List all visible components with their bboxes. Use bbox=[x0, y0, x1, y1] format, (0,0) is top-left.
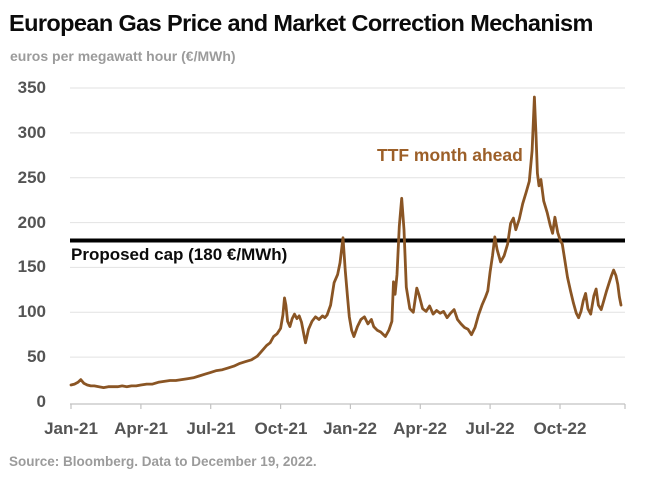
y-axis-label-150: 150 bbox=[17, 257, 46, 276]
x-axis-label-Oct-21: Oct-21 bbox=[254, 419, 308, 438]
x-axis-label-Jul-21: Jul-21 bbox=[186, 419, 236, 438]
y-axis-label-200: 200 bbox=[17, 213, 46, 232]
y-axis-label-300: 300 bbox=[17, 123, 46, 142]
y-axis-label-0: 0 bbox=[36, 392, 46, 411]
ttf-price-line bbox=[69, 95, 623, 390]
chart-subtitle: euros per megawatt hour (€/MWh) bbox=[10, 48, 236, 64]
x-axis-label-Apr-22: Apr-22 bbox=[393, 419, 447, 438]
cap-annotation-label: Proposed cap (180 €/MWh) bbox=[71, 245, 288, 264]
x-axis-label-Jan-22: Jan-22 bbox=[323, 419, 377, 438]
y-axis-label-50: 50 bbox=[27, 347, 46, 366]
y-axis-label-350: 350 bbox=[17, 78, 46, 97]
y-axis-label-100: 100 bbox=[17, 302, 46, 321]
x-axis-label-Jul-22: Jul-22 bbox=[465, 419, 515, 438]
y-axis-label-250: 250 bbox=[17, 168, 46, 187]
series-annotation-label: TTF month ahead bbox=[377, 145, 523, 165]
x-axis-label-Apr-21: Apr-21 bbox=[114, 419, 168, 438]
x-axis-label-Jan-21: Jan-21 bbox=[44, 419, 98, 438]
x-axis-label-Oct-22: Oct-22 bbox=[533, 419, 587, 438]
chart-title: European Gas Price and Market Correction… bbox=[9, 10, 593, 36]
source-note: Source: Bloomberg. Data to December 19, … bbox=[9, 454, 317, 469]
